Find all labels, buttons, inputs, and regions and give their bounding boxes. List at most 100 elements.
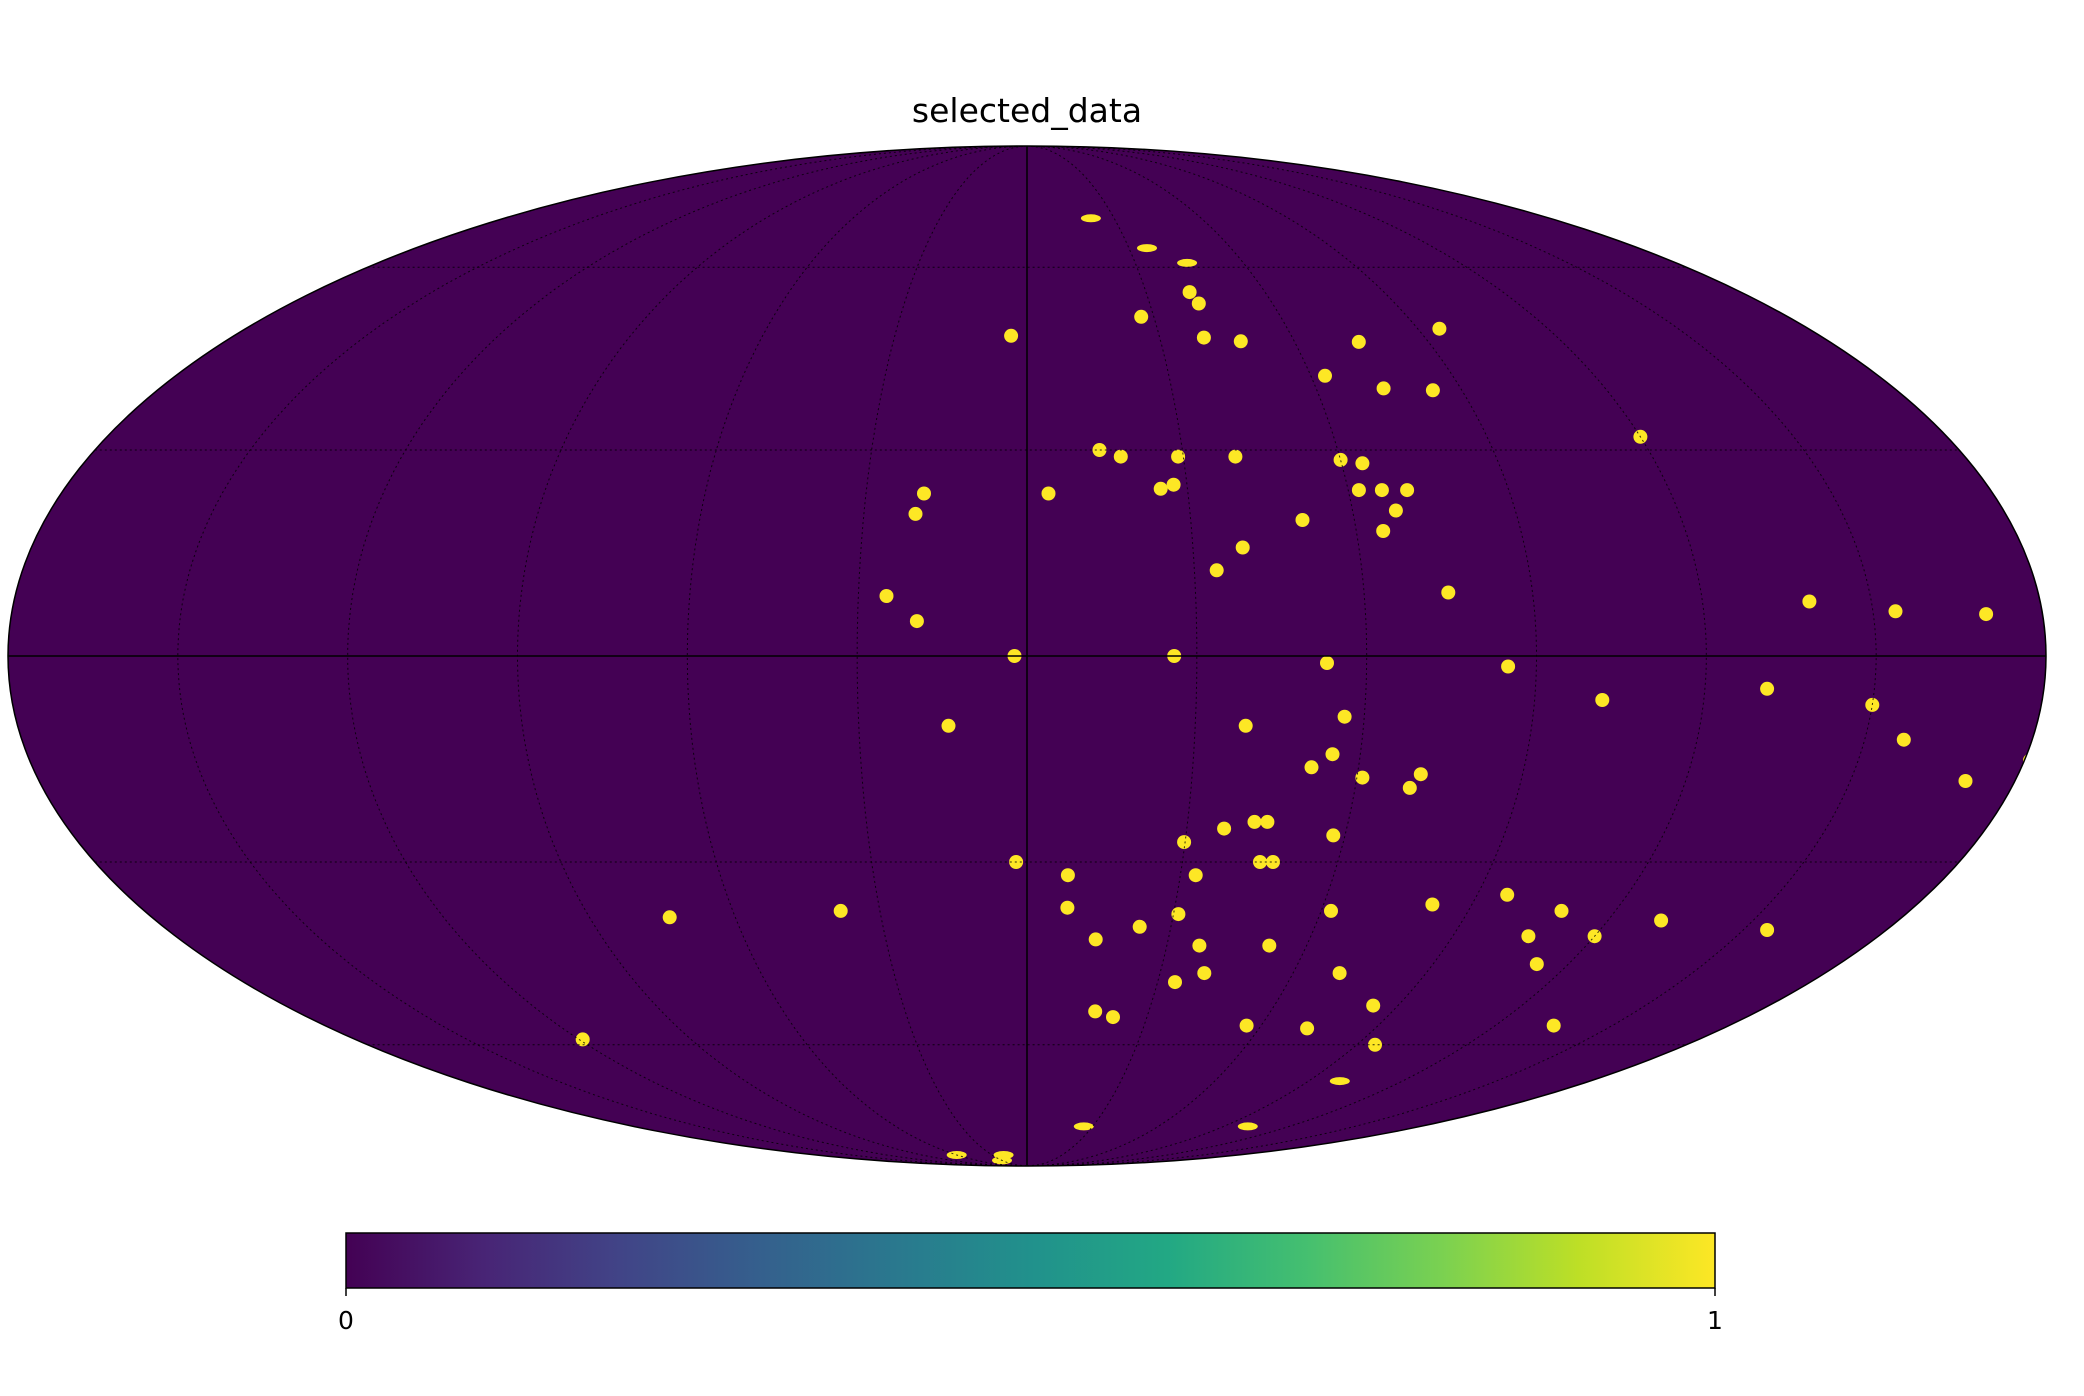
selected-region	[1060, 868, 1075, 883]
chart-title: selected_data	[912, 91, 1142, 130]
selected-region	[1262, 938, 1277, 953]
meridian-line	[347, 146, 1028, 1166]
selected-region	[1153, 481, 1168, 496]
selected-region	[1080, 214, 1101, 223]
colorbar-max-label: 1	[1707, 1306, 1723, 1335]
selected-region	[1529, 957, 1544, 972]
selected-region	[1004, 328, 1019, 343]
selected-region	[1182, 285, 1197, 300]
selected-region	[1595, 693, 1610, 707]
selected-region	[908, 506, 923, 521]
selected-region	[1239, 1018, 1254, 1033]
selected-region	[1332, 966, 1347, 981]
selected-region	[1188, 868, 1203, 883]
selected-region	[1400, 483, 1415, 498]
selected-region	[1300, 1021, 1315, 1036]
selected-region	[1134, 309, 1149, 324]
selected-region	[1106, 1010, 1120, 1025]
selected-region	[941, 718, 956, 733]
selected-region	[1368, 1037, 1382, 1052]
selected-region	[1896, 732, 1911, 747]
selected-region	[662, 910, 677, 925]
selected-region	[1366, 998, 1381, 1013]
selected-region	[1209, 563, 1224, 578]
selected-region	[1191, 296, 1206, 311]
selected-region	[1333, 452, 1348, 467]
selected-region	[1374, 483, 1389, 498]
selected-region	[1425, 383, 1440, 398]
selected-region	[1137, 244, 1157, 253]
map-outline	[7, 145, 2047, 1167]
selected-region	[1325, 747, 1340, 762]
selected-region	[1233, 334, 1248, 349]
selected-region	[1760, 681, 1775, 696]
selected-region	[1413, 767, 1428, 782]
selected-region	[1326, 828, 1341, 843]
selected-region	[1654, 913, 1669, 928]
selected-region	[1088, 932, 1103, 947]
selected-region	[1351, 334, 1366, 349]
selected-region	[1318, 368, 1332, 383]
selected-region	[1041, 486, 1056, 501]
selected-region	[917, 486, 931, 501]
selected-region	[1351, 483, 1366, 498]
selected-region	[575, 1032, 590, 1047]
selected-region	[1324, 903, 1338, 918]
selected-region	[1888, 604, 1903, 619]
selected-region	[909, 614, 924, 629]
selected-region	[1238, 718, 1253, 733]
selected-region	[1304, 760, 1319, 775]
selected-region	[1979, 607, 1994, 622]
selected-region	[1760, 923, 1775, 937]
selected-region	[1425, 897, 1440, 912]
selected-region	[1088, 1004, 1103, 1019]
selected-region	[1432, 321, 1447, 336]
selected-region	[1320, 656, 1334, 670]
selected-region	[1235, 540, 1250, 555]
colorbar	[345, 1232, 1716, 1289]
selected-region	[1132, 919, 1147, 934]
selected-region	[1337, 709, 1352, 724]
selected-region	[1441, 585, 1456, 600]
selected-region	[1166, 477, 1181, 492]
meridian-line	[1026, 146, 1877, 1166]
selected-region	[1073, 1122, 1094, 1131]
selected-region	[1376, 381, 1391, 396]
selected-region	[1388, 503, 1403, 518]
selected-region	[1295, 513, 1310, 527]
selected-region	[1500, 887, 1515, 902]
selected-region	[1217, 821, 1232, 836]
selected-region	[1092, 443, 1107, 457]
selected-region	[1501, 659, 1516, 674]
meridian-line	[177, 146, 1028, 1166]
selected-region	[1521, 929, 1536, 944]
selected-region	[1196, 330, 1211, 345]
selected-region	[1260, 814, 1275, 829]
selected-region	[1060, 900, 1075, 915]
selected-region	[1958, 774, 1973, 788]
selected-region	[1355, 456, 1370, 471]
selected-region	[1171, 907, 1186, 922]
selected-region	[1546, 1018, 1561, 1033]
selected-region	[1197, 966, 1212, 981]
selected-region	[1168, 975, 1182, 990]
colorbar-min-label: 0	[338, 1306, 354, 1335]
selected-region	[1177, 835, 1192, 850]
zero-axes	[8, 146, 2046, 1166]
selected-region	[1177, 258, 1198, 267]
selected-region	[1266, 855, 1280, 869]
selected-region	[1329, 1077, 1350, 1086]
selected-region	[1228, 449, 1243, 464]
selected-region	[1355, 770, 1370, 785]
selected-region	[1376, 524, 1391, 538]
selected-region	[1802, 594, 1817, 609]
selected-region	[1247, 814, 1262, 829]
meridian-line	[1026, 146, 1707, 1166]
selected-region	[1237, 1122, 1258, 1131]
selected-region	[1113, 449, 1128, 464]
selected-region	[1554, 903, 1569, 918]
selected-region	[879, 589, 894, 603]
selected-region	[833, 903, 848, 918]
selected-region	[1402, 780, 1417, 795]
